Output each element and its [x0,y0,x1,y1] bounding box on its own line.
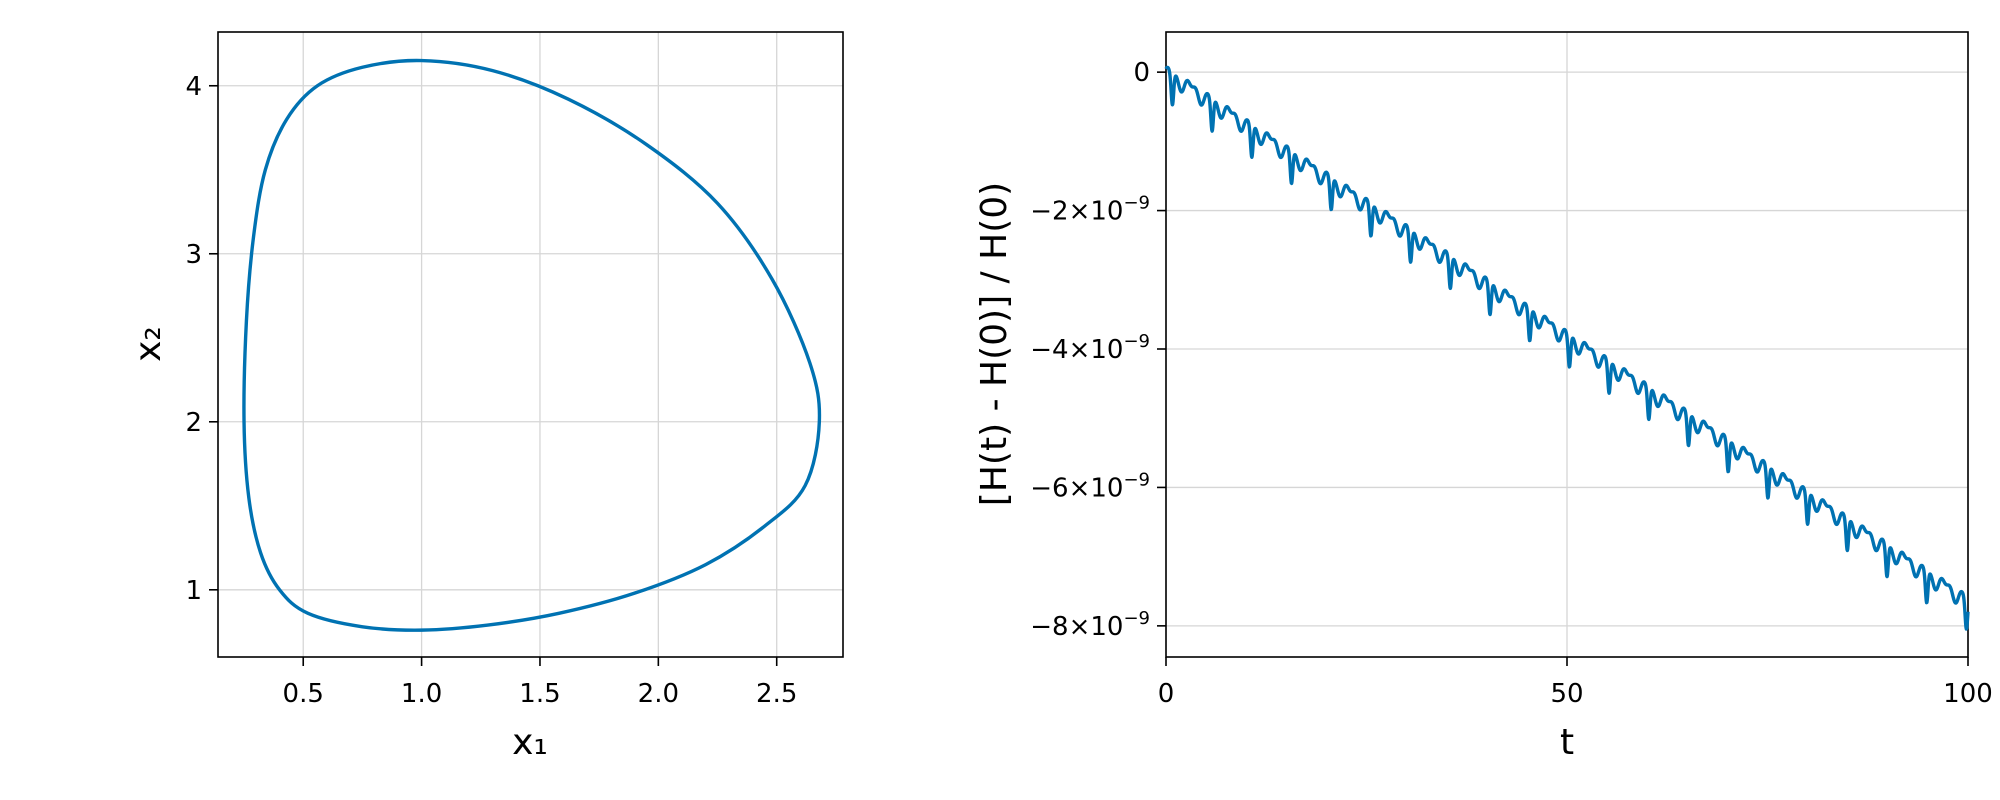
energy-y-tick-label: −2×10−9 [1030,193,1150,227]
phase-portrait-chart: 0.5 1.0 1.5 2.0 2.5 1 2 3 4 x₁ x₂ [128,31,844,763]
phase-y-tick-label: 4 [185,72,202,102]
phase-x-tick-label: 0.5 [283,679,324,709]
phase-orbit-line [242,58,822,632]
phase-ticks: 0.5 1.0 1.5 2.0 2.5 1 2 3 4 [185,72,797,709]
energy-error-line [1164,65,1970,631]
energy-y-tick-label: 0 [1133,58,1150,88]
energy-error-chart: 0 50 100 0 −2×10−9 −4×10−9 −6×10−9 −8×10−9 t [H… [974,31,1993,763]
energy-x-axis-label: t [1560,722,1574,763]
phase-y-tick-label: 2 [185,408,202,438]
phase-x-tick-label: 1.5 [519,679,560,709]
phase-plot-frame [217,31,844,658]
phase-x-axis-label: x₁ [512,722,548,763]
phase-y-tick-label: 3 [185,240,202,270]
energy-y-axis-label: [H(t) - H(0)] / H(0) [974,182,1015,506]
energy-x-tick-label: 100 [1943,679,1993,709]
phase-x-tick-label: 1.0 [401,679,442,709]
phase-y-axis-label: x₂ [128,326,169,362]
phase-x-tick-label: 2.0 [638,679,679,709]
energy-y-tick-label: −4×10−9 [1030,331,1150,365]
phase-grid [218,32,843,657]
energy-x-tick-label: 50 [1550,679,1583,709]
energy-y-tick-label: −8×10−9 [1030,608,1150,642]
energy-ticks: 0 50 100 0 −2×10−9 −4×10−9 −6×10−9 −8×10−9 [1030,58,1993,709]
energy-x-tick-label: 0 [1158,679,1175,709]
energy-y-tick-label: −6×10−9 [1030,469,1150,503]
phase-y-tick-label: 1 [185,576,202,606]
phase-x-tick-label: 2.5 [756,679,797,709]
